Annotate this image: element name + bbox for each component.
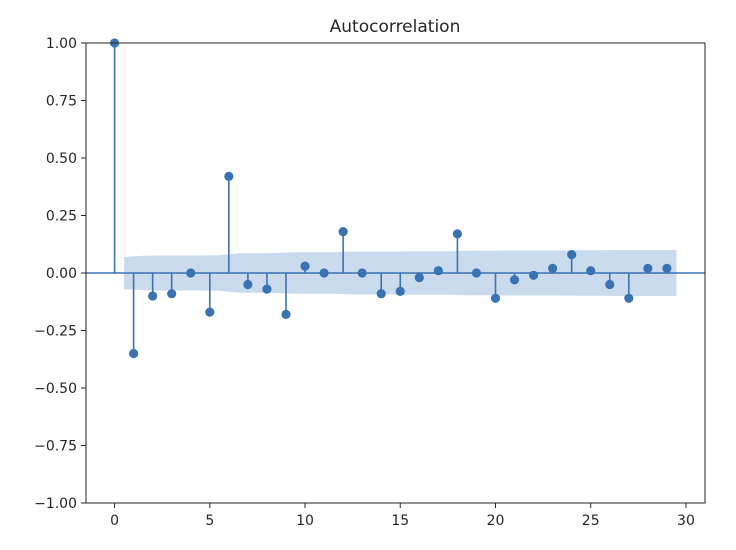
point-lag-14 <box>376 289 386 299</box>
stem-layer <box>113 43 668 354</box>
point-lag-15 <box>395 286 405 296</box>
point-lag-25 <box>586 266 596 276</box>
x-tick-label: 10 <box>296 513 314 529</box>
point-lag-11 <box>319 268 329 278</box>
point-lag-23 <box>548 263 558 273</box>
y-tick-label: 0.50 <box>46 151 77 167</box>
point-lag-1 <box>129 348 139 359</box>
axes-layer: 1.00 0.75 0.50 0.25 0.00 −0.25 −0.50 −0.75 −1.00… <box>34 36 706 529</box>
point-lag-29 <box>662 263 672 273</box>
point-lag-4 <box>186 268 196 278</box>
point-lag-2 <box>148 291 158 301</box>
point-lag-5 <box>205 307 215 317</box>
x-tick-label: 0 <box>110 513 119 529</box>
x-tick-label: 25 <box>582 513 600 529</box>
y-tick-label: 0.75 <box>46 94 77 110</box>
point-lag-24 <box>567 250 577 260</box>
x-tick-label: 30 <box>677 513 695 529</box>
y-tick-label: −1.00 <box>34 496 77 512</box>
point-lag-17 <box>433 266 443 276</box>
point-lag-28 <box>643 263 653 273</box>
x-tick-label: 15 <box>391 513 409 529</box>
point-lag-18 <box>452 229 462 239</box>
y-tick-label: −0.25 <box>34 324 77 340</box>
x-tick-label: 20 <box>487 513 505 529</box>
point-lag-27 <box>624 293 634 303</box>
point-lag-16 <box>414 273 424 283</box>
point-lag-12 <box>338 227 348 237</box>
chart-title: Autocorrelation <box>330 17 461 37</box>
point-lag-20 <box>490 293 501 303</box>
x-tick-label: 5 <box>205 513 214 529</box>
y-tick-label: 1.00 <box>46 36 77 52</box>
point-lag-3 <box>167 289 177 299</box>
y-tick-label: −0.50 <box>34 381 77 397</box>
point-lag-13 <box>357 268 367 278</box>
point-lag-9 <box>281 309 291 319</box>
y-tick-label: 0.25 <box>46 209 77 225</box>
point-lag-21 <box>509 275 520 285</box>
point-lag-8 <box>262 284 272 294</box>
y-tick-label: −0.75 <box>34 439 77 455</box>
point-lag-26 <box>605 279 615 290</box>
point-lag-19 <box>471 268 482 278</box>
point-lag-6 <box>224 171 234 181</box>
y-tick-label: 0.00 <box>46 266 77 282</box>
point-lag-10 <box>300 261 310 271</box>
marker-layer <box>109 38 672 359</box>
point-lag-22 <box>528 270 539 280</box>
point-lag-7 <box>243 279 253 290</box>
